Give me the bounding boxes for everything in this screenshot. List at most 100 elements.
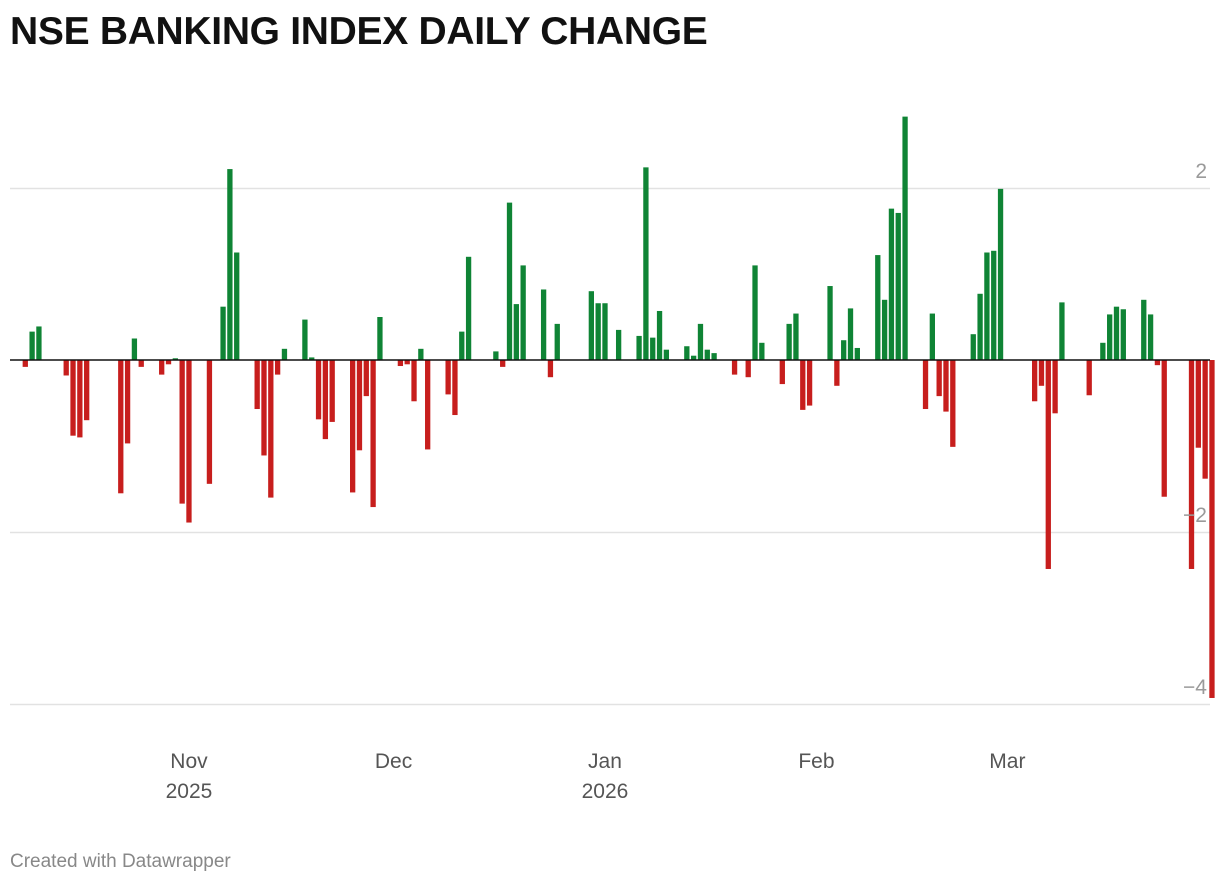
bar-23 <box>274 360 281 375</box>
bar-78 <box>847 308 854 360</box>
x-tick-label-0: Nov <box>170 750 208 773</box>
bar-65 <box>711 353 717 360</box>
bar-99 <box>1059 302 1065 360</box>
bar-108 <box>1161 360 1167 497</box>
bar-82 <box>888 208 895 360</box>
bar-66 <box>731 360 738 375</box>
bar-4 <box>70 360 76 436</box>
bar-75 <box>827 286 833 360</box>
bar-3 <box>63 360 69 376</box>
bar-14 <box>179 360 185 504</box>
bar-21 <box>261 360 267 456</box>
x-tick-label-1: Dec <box>375 750 412 773</box>
bar-12 <box>165 360 172 365</box>
bar-62 <box>691 355 697 360</box>
bar-68 <box>752 265 758 360</box>
bar-22 <box>268 360 274 498</box>
bar-102 <box>1107 314 1113 360</box>
bar-49 <box>540 289 547 360</box>
bar-107 <box>1154 360 1161 366</box>
bar-56 <box>636 335 642 360</box>
bar-72 <box>793 313 799 360</box>
bar-27 <box>315 360 322 420</box>
x-tick-year-0: 2025 <box>166 780 213 803</box>
bar-110 <box>1195 360 1201 448</box>
bar-35 <box>397 360 404 367</box>
bar-46 <box>506 202 513 360</box>
bar-90 <box>970 334 976 360</box>
bar-92 <box>984 252 990 360</box>
bar-17 <box>220 306 226 360</box>
bar-100 <box>1086 360 1092 396</box>
bar-50 <box>547 360 554 378</box>
bar-98 <box>1052 360 1058 414</box>
bar-101 <box>1100 342 1106 360</box>
bar-37 <box>411 360 417 402</box>
x-tick-label-4: Mar <box>989 750 1025 773</box>
x-tick-year-2: 2026 <box>582 780 629 803</box>
bar-7 <box>118 360 124 494</box>
bar-79 <box>854 347 860 360</box>
bar-16 <box>206 360 213 484</box>
bar-111 <box>1202 360 1208 479</box>
y-tick-label-2: −4 <box>1183 676 1207 699</box>
bar-96 <box>1038 360 1045 386</box>
bar-69 <box>759 342 765 360</box>
y-tick-label-0: 2 <box>1195 160 1207 183</box>
y-axis-labels: 2 −2 −4 <box>1183 160 1207 699</box>
chart-title: NSE BANKING INDEX DAILY CHANGE <box>10 10 708 53</box>
bar-103 <box>1113 306 1120 360</box>
bar-76 <box>834 360 840 386</box>
bar-41 <box>452 360 458 416</box>
bar-13 <box>172 358 178 360</box>
bar-18 <box>227 169 233 360</box>
bar-6 <box>84 360 90 421</box>
bar-83 <box>895 212 901 360</box>
bar-43 <box>465 256 472 360</box>
bar-47 <box>513 304 519 360</box>
bar-84 <box>902 116 908 361</box>
bar-104 <box>1120 309 1126 360</box>
bar-11 <box>159 360 165 375</box>
bar-89 <box>950 360 956 447</box>
bar-59 <box>656 310 663 360</box>
bar-81 <box>881 299 888 360</box>
bar-61 <box>684 346 690 360</box>
bar-105 <box>1141 299 1147 360</box>
bar-67 <box>745 360 751 378</box>
bar-29 <box>329 360 335 422</box>
bar-24 <box>281 348 288 360</box>
bar-106 <box>1147 314 1154 360</box>
bar-63 <box>697 323 704 360</box>
x-axis-labels: Nov 2025 Dec Jan 2026 Feb Mar <box>166 750 1026 803</box>
bar-5 <box>77 360 83 438</box>
bar-38 <box>418 348 424 360</box>
bar-93 <box>991 250 997 360</box>
bar-1 <box>29 331 35 360</box>
bar-87 <box>936 360 942 397</box>
bar-71 <box>786 323 792 360</box>
bar-10 <box>138 360 144 367</box>
footer-credit: Created with Datawrapper <box>10 851 231 872</box>
bar-70 <box>779 360 785 385</box>
bar-0 <box>22 360 28 367</box>
bar-57 <box>643 167 649 360</box>
bar-53 <box>595 303 601 360</box>
bar-9 <box>131 338 138 360</box>
bar-77 <box>841 340 847 360</box>
bar-40 <box>445 360 451 395</box>
bar-52 <box>588 291 594 360</box>
bar-51 <box>554 323 560 360</box>
bar-19 <box>234 252 240 360</box>
bar-112 <box>1209 360 1215 698</box>
bar-85 <box>922 360 929 410</box>
bar-74 <box>806 360 813 406</box>
bar-54 <box>602 303 608 360</box>
x-tick-label-3: Feb <box>798 750 834 773</box>
bar-34 <box>377 317 383 360</box>
bar-8 <box>124 360 131 444</box>
bar-60 <box>663 349 670 360</box>
bar-73 <box>800 360 806 410</box>
bar-80 <box>875 255 881 360</box>
bar-91 <box>977 293 983 360</box>
